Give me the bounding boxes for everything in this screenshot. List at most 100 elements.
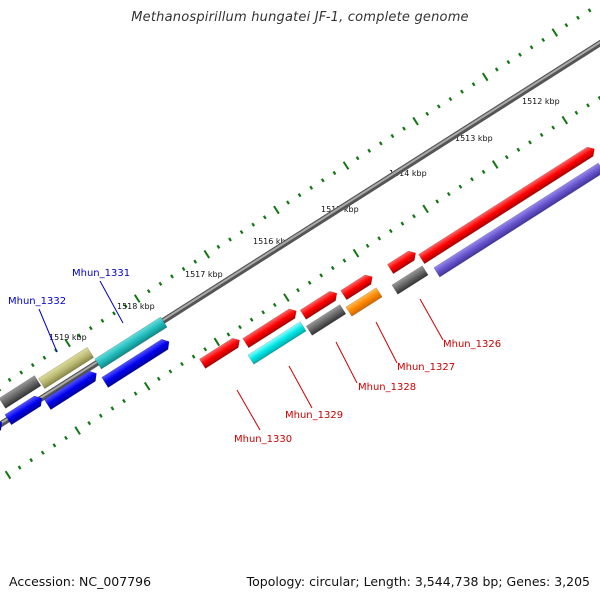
minor-tick bbox=[216, 244, 221, 249]
minor-tick bbox=[238, 324, 242, 330]
minor-tick bbox=[367, 148, 372, 153]
minor-tick bbox=[123, 303, 128, 309]
minor-tick bbox=[412, 214, 416, 219]
minor-tick bbox=[297, 193, 302, 198]
minor-tick bbox=[541, 37, 546, 43]
feature-khaki-mhun-1332 bbox=[37, 347, 95, 389]
major-tick bbox=[283, 293, 290, 302]
cds-blue-3 bbox=[4, 395, 43, 426]
leader-line bbox=[99, 280, 124, 324]
cds-blue-2 bbox=[43, 370, 97, 410]
gene-label: Mhun_1331 bbox=[72, 268, 130, 279]
feature-grey-1 bbox=[391, 265, 429, 295]
minor-tick bbox=[158, 281, 163, 286]
minor-tick bbox=[518, 52, 522, 57]
misc-feature-purple bbox=[433, 162, 600, 278]
minor-tick bbox=[156, 376, 161, 381]
label-leader-lines bbox=[38, 280, 444, 431]
minor-tick bbox=[528, 140, 532, 145]
leader-line bbox=[375, 321, 398, 364]
minor-tick bbox=[226, 332, 231, 337]
major-tick bbox=[213, 337, 221, 347]
leader-line bbox=[38, 308, 58, 353]
feature-grey-2 bbox=[305, 304, 347, 336]
minor-tick bbox=[228, 237, 232, 242]
map-title: Methanospirillum hungatei JF-1, complete… bbox=[131, 10, 469, 25]
cds-small-red-1 bbox=[387, 250, 416, 275]
leader-line bbox=[419, 298, 444, 341]
gene-label: Mhun_1329 bbox=[285, 410, 343, 421]
gene-label: Mhun_1332 bbox=[8, 296, 66, 307]
minor-tick bbox=[388, 228, 393, 234]
minor-tick bbox=[342, 258, 347, 263]
minor-tick bbox=[180, 361, 184, 367]
feature-grey-3 bbox=[0, 375, 42, 409]
minor-tick bbox=[516, 147, 521, 152]
major-tick bbox=[203, 249, 211, 259]
minor-tick bbox=[52, 443, 57, 448]
cds-mhun-1327 bbox=[345, 287, 383, 317]
minor-tick bbox=[435, 199, 440, 204]
minor-tick bbox=[377, 236, 382, 241]
gene-labels: Mhun_1326 Mhun_1327 Mhun_1328 Mhun_1329 Mhun… bbox=[8, 268, 501, 445]
cds-small-red-2 bbox=[340, 274, 373, 301]
minor-tick bbox=[251, 222, 256, 227]
minor-tick bbox=[529, 45, 534, 50]
minor-tick bbox=[402, 126, 406, 131]
cds-mhun-1330 bbox=[199, 337, 240, 369]
minor-tick bbox=[564, 23, 569, 28]
major-tick bbox=[481, 72, 489, 82]
minor-tick bbox=[30, 362, 35, 368]
major-tick bbox=[352, 248, 360, 258]
major-tick bbox=[4, 470, 12, 480]
minor-tick bbox=[110, 406, 115, 411]
minor-tick bbox=[319, 273, 324, 278]
minor-tick bbox=[261, 310, 266, 315]
minor-tick bbox=[122, 398, 126, 404]
minor-tick bbox=[446, 191, 451, 197]
gene-label: Mhun_1326 bbox=[443, 339, 501, 350]
minor-tick bbox=[88, 326, 93, 331]
minor-tick bbox=[7, 377, 12, 382]
minor-tick bbox=[42, 355, 47, 360]
kbp-tick-label: 1518 kbp bbox=[117, 302, 155, 311]
minor-tick bbox=[262, 215, 267, 220]
major-tick bbox=[491, 160, 499, 169]
minor-tick bbox=[574, 110, 579, 115]
feature-teal-mhun-1331 bbox=[94, 316, 168, 370]
minor-tick bbox=[19, 370, 24, 375]
major-tick bbox=[342, 161, 350, 170]
minor-tick bbox=[460, 89, 464, 94]
minor-tick bbox=[365, 243, 370, 248]
major-tick bbox=[422, 204, 429, 214]
minor-tick bbox=[481, 169, 486, 175]
kbp-tick-label: 1512 kbp bbox=[522, 97, 560, 106]
topology-text: Topology: circular; Length: 3,544,738 bp… bbox=[246, 574, 590, 589]
minor-tick bbox=[504, 155, 509, 160]
major-tick bbox=[143, 381, 151, 391]
minor-tick bbox=[330, 265, 335, 271]
leader-line bbox=[335, 341, 358, 384]
minor-tick bbox=[390, 133, 395, 139]
minor-tick bbox=[471, 82, 476, 87]
minor-tick bbox=[332, 170, 337, 176]
minor-tick bbox=[425, 111, 430, 116]
leader-line bbox=[236, 389, 261, 431]
minor-tick bbox=[539, 132, 544, 138]
genome-backbone bbox=[0, 39, 600, 429]
minor-tick bbox=[133, 391, 138, 396]
feature-cyan-mhun-1329 bbox=[247, 321, 307, 365]
minor-tick bbox=[494, 67, 499, 72]
gene-label: Mhun_1327 bbox=[397, 362, 455, 373]
major-tick bbox=[561, 115, 569, 125]
major-tick bbox=[273, 205, 280, 215]
cds-red-4 bbox=[242, 308, 297, 349]
minor-tick bbox=[378, 141, 383, 146]
minor-tick bbox=[576, 15, 580, 20]
kbp-tick-label: 1519 kbp bbox=[49, 333, 87, 342]
minor-tick bbox=[64, 435, 68, 441]
minor-tick bbox=[17, 465, 22, 470]
minor-tick bbox=[77, 333, 82, 338]
